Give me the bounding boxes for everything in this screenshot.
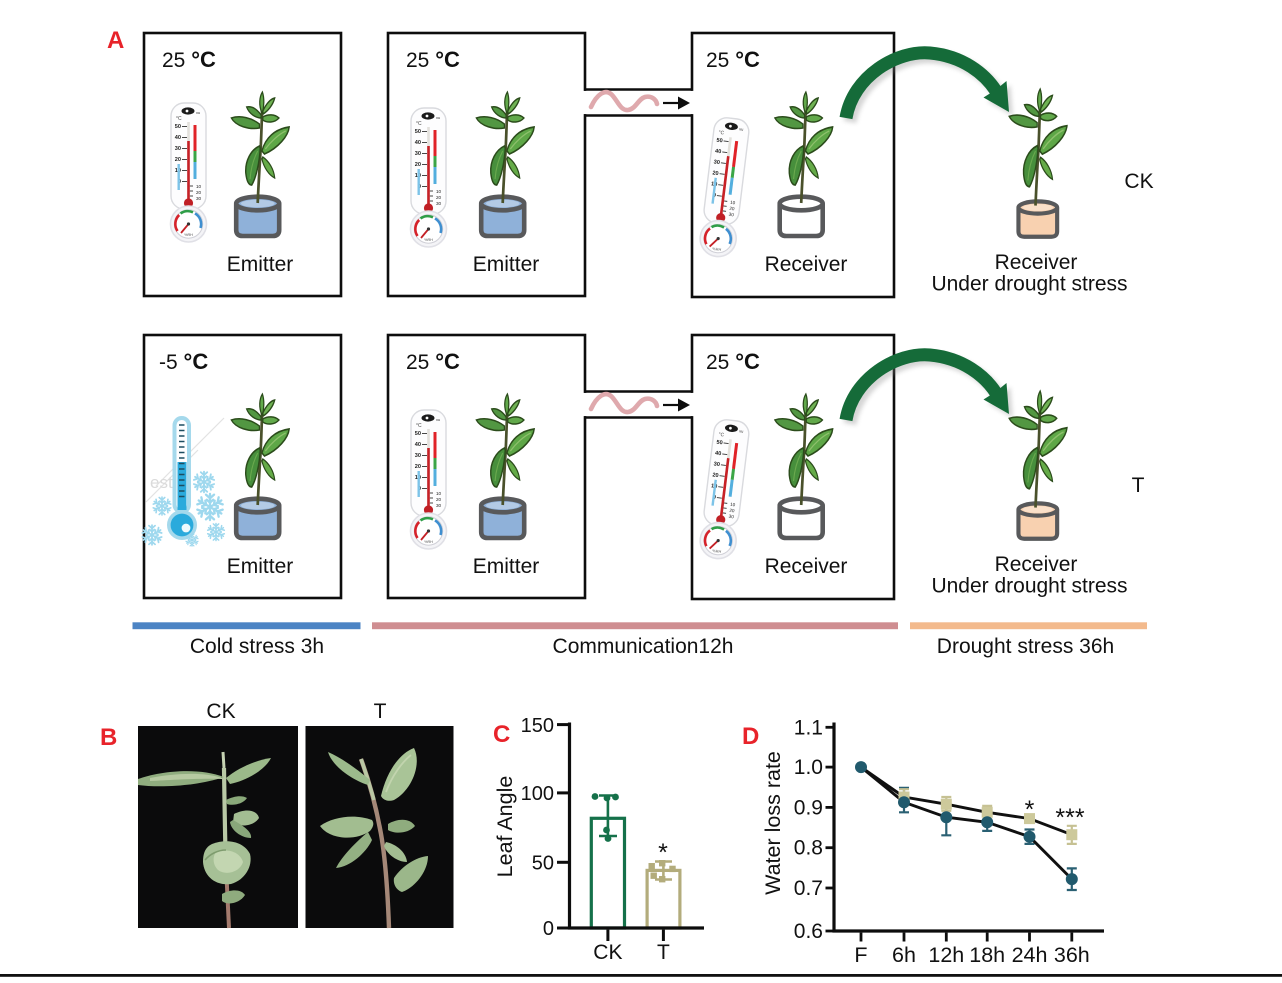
svg-text:25 °C: 25 °C [162,47,216,72]
svg-text:T: T [657,941,670,964]
svg-text:T: T [1132,474,1145,497]
svg-text:Receiver: Receiver [995,553,1078,576]
svg-text:***: *** [1055,804,1084,832]
svg-text:-5 °C: -5 °C [159,349,208,374]
svg-text:Cold stress 3h: Cold stress 3h [190,635,324,658]
svg-text:Under drought stress: Under drought stress [931,273,1127,296]
svg-text:1.0: 1.0 [794,756,823,779]
svg-text:24h: 24h [1012,943,1048,967]
svg-text:Receiver: Receiver [995,251,1078,274]
svg-text:6h: 6h [892,943,916,967]
svg-text:150: 150 [521,715,554,737]
svg-text:Emitter: Emitter [227,555,294,578]
svg-text:0.8: 0.8 [794,837,823,860]
svg-text:D: D [742,723,759,750]
svg-text:Drought stress 36h: Drought stress 36h [937,635,1114,658]
svg-text:1.1: 1.1 [794,716,823,739]
svg-text:0.7: 0.7 [794,877,823,900]
svg-text:CK: CK [1124,170,1153,193]
svg-text:25 °C: 25 °C [406,47,460,72]
svg-text:18h: 18h [969,943,1005,967]
svg-text:Emitter: Emitter [473,555,540,578]
svg-text:CK: CK [593,941,622,964]
svg-text:50: 50 [532,853,554,875]
svg-text:Water loss rate: Water loss rate [761,751,785,895]
svg-text:Receiver: Receiver [765,253,848,276]
svg-text:C: C [493,721,510,748]
svg-text:Leaf Angle: Leaf Angle [493,776,517,878]
svg-text:0.9: 0.9 [794,796,823,819]
svg-text:T: T [374,700,387,723]
svg-text:*: * [658,839,668,867]
svg-text:*: * [1025,796,1035,824]
svg-text:Under drought stress: Under drought stress [931,575,1127,598]
svg-text:B: B [100,724,117,751]
svg-text:0: 0 [543,918,554,940]
svg-text:Receiver: Receiver [765,555,848,578]
svg-text:Emitter: Emitter [227,253,294,276]
svg-text:F: F [854,943,867,967]
svg-text:36h: 36h [1054,943,1090,967]
svg-text:Communication12h: Communication12h [553,635,734,658]
svg-text:Emitter: Emitter [473,253,540,276]
svg-text:25 °C: 25 °C [706,47,760,72]
svg-text:A: A [107,27,124,54]
svg-text:100: 100 [521,783,554,805]
svg-text:25 °C: 25 °C [406,349,460,374]
svg-text:CK: CK [206,700,235,723]
svg-text:25 °C: 25 °C [706,349,760,374]
svg-text:0.6: 0.6 [794,920,823,943]
svg-text:12h: 12h [928,943,964,967]
